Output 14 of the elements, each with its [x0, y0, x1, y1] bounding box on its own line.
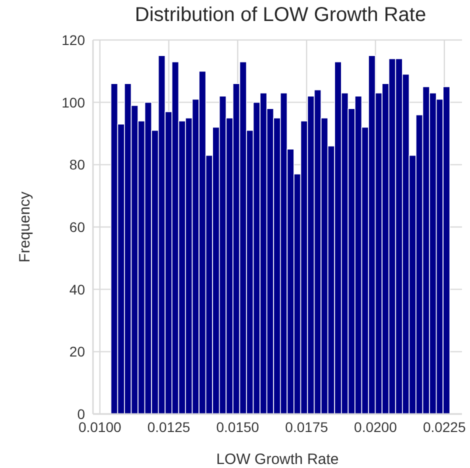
- y-tick-label: 20: [69, 344, 86, 360]
- y-tick-label: 120: [62, 32, 86, 48]
- y-tick-label: 60: [69, 218, 86, 235]
- x-tick-label: 0.0125: [147, 418, 190, 435]
- y-tick-label: 40: [69, 281, 86, 298]
- x-tick-label: 0.0150: [216, 418, 260, 435]
- x-tick-label: 0.0175: [285, 418, 328, 435]
- x-axis-title: LOW Growth Rate: [216, 451, 339, 468]
- x-tick-label: 0.0225: [422, 418, 466, 435]
- x-tick-label: 0.0200: [354, 418, 398, 435]
- y-tick-label: 100: [62, 94, 86, 110]
- y-axis-title: Frequency: [16, 191, 34, 262]
- chart-title: Distribution of LOW Growth Rate: [134, 4, 428, 27]
- y-tick-label: 80: [69, 156, 86, 173]
